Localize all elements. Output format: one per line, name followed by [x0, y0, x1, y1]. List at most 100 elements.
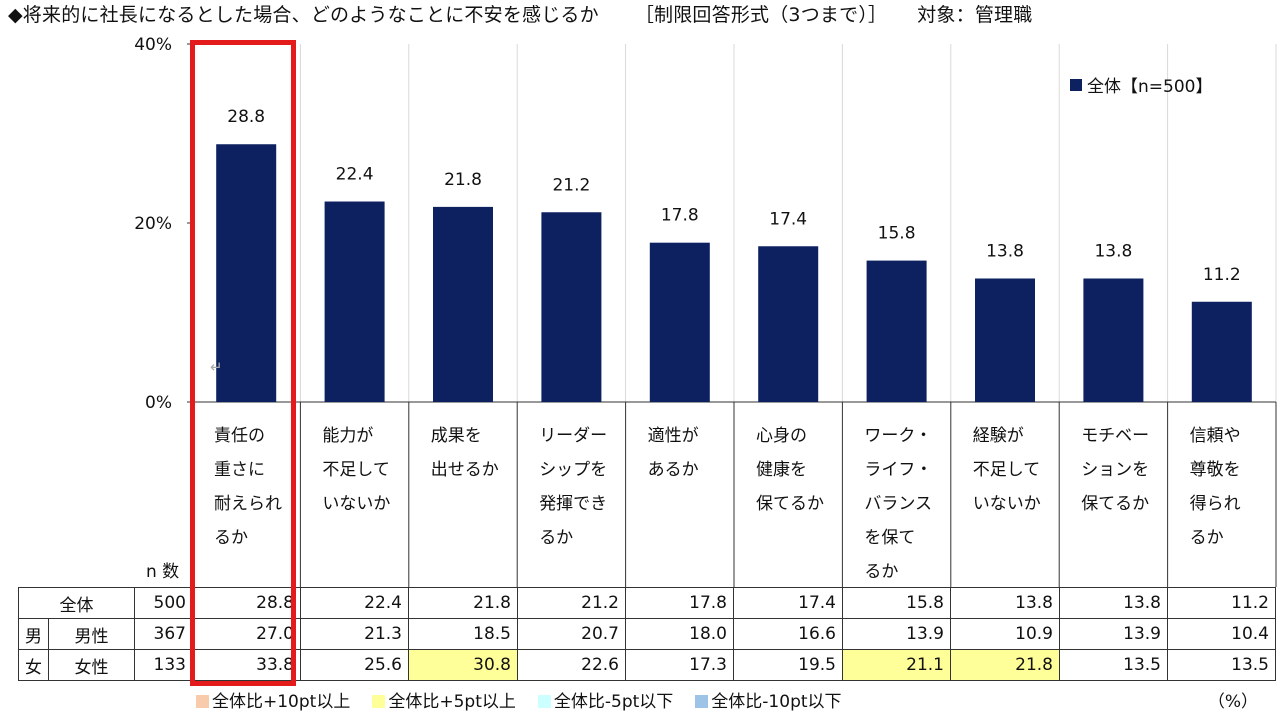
table-cell: 33.8 — [192, 649, 301, 681]
category-label-line: 健康を — [756, 460, 807, 480]
category-label-line: リーダー — [539, 426, 607, 446]
table-row: 全体 500 28.8 22.4 21.8 21.2 17.8 17.4 15.8 13.8 13.… — [18, 587, 1276, 619]
category-label-line: 重さに — [214, 460, 265, 480]
return-mark: ↵ — [210, 358, 223, 376]
category-label-line: 信頼や — [1190, 426, 1241, 446]
table-cell: 19.5 — [733, 649, 843, 681]
highlight-legend-swatch — [695, 695, 709, 708]
bar — [649, 242, 710, 402]
table-cell: 17.8 — [625, 587, 734, 619]
value-label: 22.4 — [336, 165, 374, 185]
y-tick-label: 20% — [134, 214, 172, 234]
table-cell: 21.1 — [842, 649, 951, 681]
chart-title: ◆将来的に社長になるとした場合、どのようなことに不安を感じるか ［制限回答形式（3… — [8, 2, 1032, 28]
value-label: 13.8 — [1094, 241, 1132, 261]
category-label-line: るか — [1190, 528, 1224, 548]
table-cell: 15.8 — [842, 587, 951, 619]
category-label-line: いないか — [322, 494, 390, 514]
category-label-line: ションを — [1081, 460, 1149, 480]
category-label-line: バランス — [864, 494, 932, 514]
category-label-line: 成果を — [431, 426, 482, 446]
category-label-line: 能力が — [322, 426, 373, 446]
table-cell: 28.8 — [192, 587, 301, 619]
n-count: 500 — [134, 587, 193, 619]
highlight-legend-item: 全体比-5pt以下 — [537, 692, 674, 712]
category-label-line: モチベー — [1081, 426, 1149, 446]
table-cell: 13.5 — [1059, 649, 1168, 681]
table-cell: 18.0 — [625, 618, 734, 650]
gender-group-label: 女 — [18, 649, 49, 681]
bar — [541, 212, 602, 402]
highlight-legend-swatch — [196, 695, 209, 708]
bar — [975, 278, 1035, 402]
table-cell: 11.2 — [1167, 587, 1276, 619]
row-label: 男性 — [48, 618, 135, 650]
highlight-legend-item: 全体比+10pt以上 — [196, 692, 350, 712]
table-cell: 22.4 — [300, 587, 409, 619]
table-cell: 17.3 — [625, 649, 734, 681]
value-label: 15.8 — [878, 224, 916, 244]
table-cell: 20.7 — [517, 618, 626, 650]
value-label: 21.2 — [552, 175, 590, 195]
table-cell: 21.3 — [300, 618, 409, 650]
category-label-line: いないか — [973, 494, 1041, 514]
value-labels: 28.8 22.4 21.8 21.2 17.8 17.4 15.8 13.8 13.8 11.2 — [227, 107, 1240, 285]
bar — [866, 260, 927, 402]
y-tick-label: 40% — [134, 35, 172, 55]
bar-chart: 0% 20% 40% 28.8 22.4 21.8 21.2 17.8 17.4 15.8 13.… — [134, 35, 1277, 587]
category-label-line: ライフ・ — [864, 460, 932, 480]
table-cell: 13.9 — [842, 618, 951, 650]
gender-group-label: 男 — [18, 618, 49, 650]
table-cell: 30.8 — [408, 649, 518, 681]
answer-format: ［制限回答形式（3つまで）］ — [634, 4, 888, 26]
table-cell: 10.9 — [950, 618, 1060, 650]
category-label-line: 適性が — [648, 426, 699, 446]
highlight-legend-label: 全体比+5pt以上 — [388, 692, 516, 712]
category-label-line: 得られ — [1190, 494, 1241, 514]
table-cell: 10.4 — [1167, 618, 1276, 650]
highlight-legend: 全体比+10pt以上 全体比+5pt以上 全体比-5pt以下 全体比-10pt以下 — [196, 692, 864, 712]
table-cell: 25.6 — [300, 649, 409, 681]
highlight-legend-label: 全体比+10pt以上 — [212, 692, 351, 712]
category-label-line: 出せるか — [431, 460, 499, 480]
chart-legend: 全体【n=500】 — [1070, 77, 1212, 97]
category-label-line: 責任の — [214, 426, 265, 446]
category-label-line: 保てるか — [756, 494, 824, 514]
highlight-legend-item: 全体比+5pt以上 — [372, 692, 516, 712]
value-label: 28.8 — [227, 107, 265, 127]
category-labels: 責任の重さに耐えられるか能力が不足していないか成果を出せるかリーダーシップを発揮… — [146, 358, 1277, 587]
table-cell: 13.5 — [1167, 649, 1276, 681]
category-label-line: るか — [214, 528, 248, 548]
table-cell: 13.9 — [1059, 618, 1168, 650]
category-label-line: るか — [539, 528, 573, 548]
target-respondents: 対象：管理職 — [917, 4, 1033, 26]
table-cell: 21.8 — [408, 587, 518, 619]
category-label-line: 発揮でき — [539, 494, 607, 514]
category-label-line: あるか — [648, 460, 699, 480]
highlight-legend-label: 全体比-10pt以下 — [711, 692, 842, 712]
gridlines — [299, 44, 1277, 402]
category-label-line: 不足して — [322, 460, 390, 480]
category-label-line: 不足して — [973, 460, 1041, 480]
n-count: 133 — [134, 649, 193, 681]
category-label-line: を保て — [864, 528, 915, 548]
table-cell: 21.2 — [517, 587, 626, 619]
category-label-line: るか — [864, 562, 898, 582]
highlight-legend-item: 全体比-10pt以下 — [695, 692, 842, 712]
category-label-line: 心身の — [756, 426, 807, 446]
category-label-line: 経験が — [973, 426, 1024, 446]
bars — [216, 144, 1252, 403]
table-row: 男男性 367 27.0 21.3 18.5 20.7 18.0 16.6 13.9 10.9 13… — [18, 618, 1276, 650]
category-label-line: 耐えられ — [214, 494, 282, 514]
bar — [433, 206, 493, 402]
category-label-line: シップを — [539, 460, 607, 480]
table-row: 女女性 133 33.8 25.6 30.8 22.6 17.3 19.5 21.1 21.8 13… — [18, 649, 1276, 681]
highlight-legend-label: 全体比-5pt以下 — [553, 692, 674, 712]
bar — [1191, 301, 1252, 402]
category-label-line: 保てるか — [1081, 494, 1149, 514]
